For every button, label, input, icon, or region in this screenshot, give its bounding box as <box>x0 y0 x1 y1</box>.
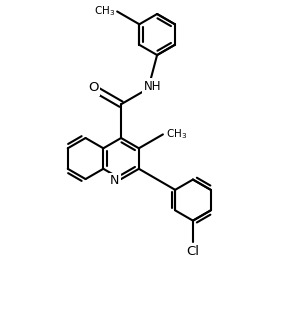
Text: O: O <box>88 81 98 94</box>
Text: Cl: Cl <box>186 245 199 258</box>
Text: CH$_3$: CH$_3$ <box>94 4 115 18</box>
Text: NH: NH <box>144 80 161 93</box>
Text: N: N <box>110 174 119 187</box>
Text: CH$_3$: CH$_3$ <box>166 127 187 141</box>
